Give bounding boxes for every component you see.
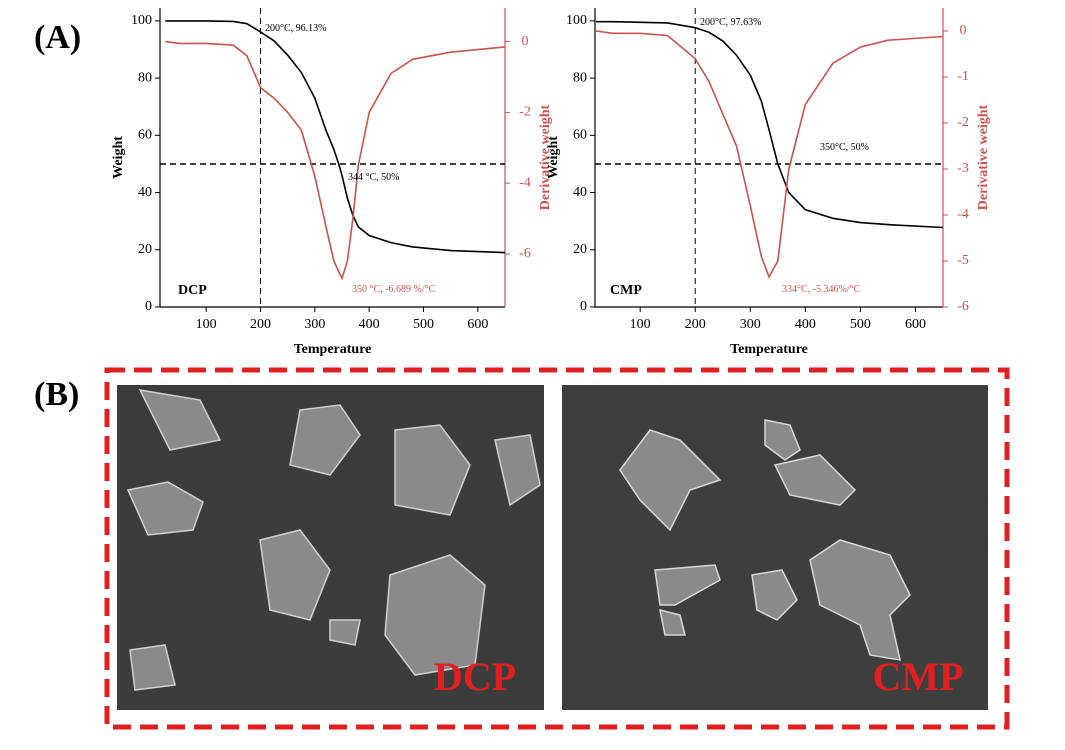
y-tick-label: 100: [566, 13, 587, 28]
annotation: 344 °C, 50%: [348, 172, 400, 183]
y2-tick-label: -2: [519, 105, 531, 120]
y-tick-label: 20: [573, 242, 587, 257]
x-tick-label: 400: [795, 317, 816, 332]
data-line: [595, 30, 944, 279]
annotation: 200°C, 96.13%: [265, 23, 327, 34]
x-tick-label: 100: [630, 317, 651, 332]
data-line: [596, 20, 944, 229]
x-axis-title: Temperature: [294, 342, 372, 357]
data-line: [165, 20, 506, 254]
panel-label: (A): [34, 19, 81, 56]
y2-tick-label: -5: [957, 253, 969, 268]
image-label: DCP: [434, 654, 516, 699]
x-tick-label: 500: [850, 317, 871, 332]
x-tick-label: 300: [740, 317, 761, 332]
x-tick-label: 100: [196, 317, 217, 332]
x-tick-label: 500: [413, 317, 434, 332]
y2-tick-label: 0: [522, 34, 529, 49]
x-tick-label: 300: [304, 317, 325, 332]
sem-image: [562, 385, 988, 710]
y-tick-label: 60: [138, 128, 152, 143]
y-tick-label: 0: [580, 299, 587, 314]
y2-tick-label: -1: [957, 69, 969, 84]
y2-tick-label: 0: [960, 23, 967, 38]
y-tick-label: 40: [573, 185, 587, 200]
y-tick-label: 0: [145, 299, 152, 314]
sample-label: CMP: [610, 283, 642, 298]
y-axis-title: Weight: [546, 136, 561, 179]
y-tick-label: 20: [138, 242, 152, 257]
annotation: 200°C, 97.63%: [700, 17, 762, 28]
y-axis-title: Weight: [111, 136, 126, 179]
y-tick-label: 60: [573, 128, 587, 143]
x-axis-title: Temperature: [730, 342, 808, 357]
annotation: 334°C, -5.346%/°C: [782, 284, 861, 295]
y-tick-label: 80: [138, 70, 152, 85]
y2-axis-title: Derivative weight: [976, 104, 991, 210]
y-tick-label: 80: [573, 70, 587, 85]
y2-tick-label: -6: [519, 246, 531, 261]
y-tick-label: 100: [131, 13, 152, 28]
chart: 100 200 300 400 500 600 0 20 40 60 80 100 -6 -4 -2 0 Tem…: [111, 8, 553, 357]
sem-image: [117, 385, 544, 710]
x-tick-label: 600: [905, 317, 926, 332]
x-tick-label: 200: [685, 317, 706, 332]
y2-tick-label: -6: [957, 299, 969, 314]
annotation: 350°C, 50%: [820, 142, 869, 153]
data-line: [165, 40, 506, 281]
y2-axis-title: Derivative weight: [538, 104, 553, 210]
y2-tick-label: -2: [957, 115, 969, 130]
y2-tick-label: -4: [519, 175, 531, 190]
frame: [104, 367, 1010, 730]
chart: 100 200 300 400 500 600 0 20 40 60 80 100 -6 -5 -4 -3 -2…: [546, 8, 991, 357]
x-tick-label: 600: [467, 317, 488, 332]
y-tick-label: 40: [138, 185, 152, 200]
image-label: CMP: [872, 654, 963, 699]
sample-label: DCP: [178, 283, 207, 298]
x-tick-label: 200: [250, 317, 271, 332]
panel-label: (B): [34, 376, 79, 413]
annotation: 350 °C, -6.689 %/°C: [352, 284, 436, 295]
y2-tick-label: -3: [957, 161, 969, 176]
x-tick-label: 400: [359, 317, 380, 332]
y2-tick-label: -4: [957, 207, 969, 222]
